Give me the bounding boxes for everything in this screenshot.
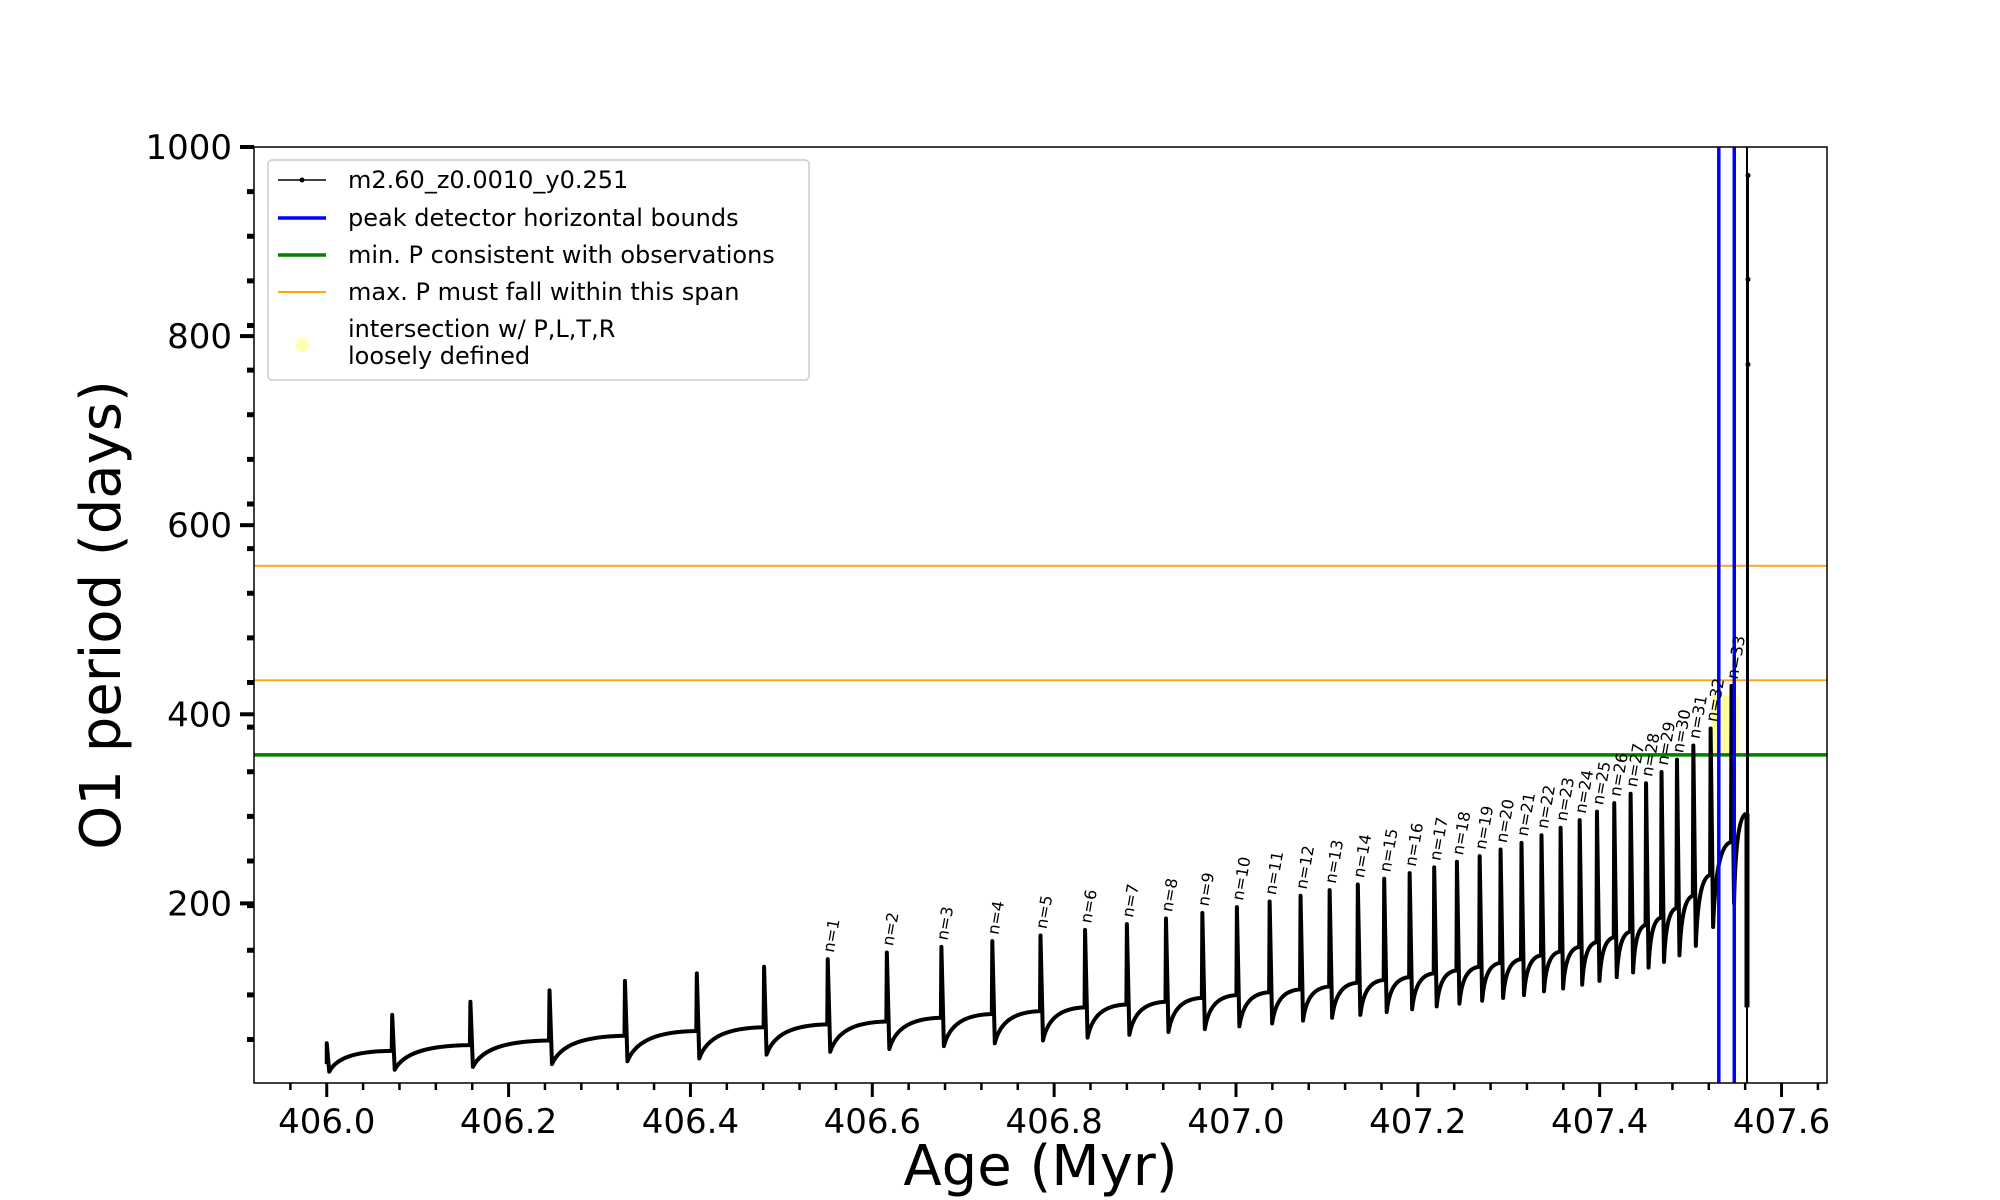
legend-label: intersection w/ P,L,T,R bbox=[348, 315, 615, 343]
plot-frame bbox=[253, 146, 1828, 1084]
vertical-lines-layer bbox=[1717, 147, 1748, 1083]
legend-label: m2.60_z0.0010_y0.251 bbox=[348, 166, 628, 194]
x-tick-label: 406.6 bbox=[824, 1102, 921, 1142]
x-tick-label: 407.4 bbox=[1551, 1102, 1648, 1142]
x-tick-label: 407.0 bbox=[1187, 1102, 1284, 1142]
x-tick-label: 406.0 bbox=[278, 1102, 375, 1142]
x-tick-label: 406.8 bbox=[1005, 1102, 1102, 1142]
legend-label: min. P consistent with observations bbox=[348, 241, 775, 269]
axes-layer: 406.0 406.2 406.4 406.6 406.8 407.0 407.2 407.4… bbox=[145, 128, 1830, 1142]
legend-label: max. P must fall within this span bbox=[348, 278, 739, 306]
legend-marker-intersection bbox=[295, 338, 309, 352]
x-axis-title: Age (Myr) bbox=[903, 1134, 1177, 1199]
legend-label: peak detector horizontal bounds bbox=[348, 204, 739, 232]
horizontal-lines-layer bbox=[254, 564, 1827, 757]
x-tick-label: 407.2 bbox=[1369, 1102, 1466, 1142]
y-tick-label: 600 bbox=[167, 506, 232, 546]
legend-handle-marker bbox=[299, 177, 305, 183]
x-tick-label: 407.6 bbox=[1733, 1102, 1830, 1142]
y-tick-label: 1000 bbox=[145, 128, 232, 168]
x-tick-label: 406.2 bbox=[460, 1102, 557, 1142]
y-tick-label: 200 bbox=[167, 884, 232, 924]
y-tick-label: 400 bbox=[167, 695, 232, 735]
series-line bbox=[324, 683, 1748, 1074]
y-axis-title: O1 period (days) bbox=[69, 380, 134, 850]
legend-label-line2: loosely defined bbox=[348, 342, 530, 370]
x-tick-label: 406.4 bbox=[642, 1102, 739, 1142]
legend-box bbox=[267, 159, 810, 381]
y-tick-label: 800 bbox=[167, 317, 232, 357]
